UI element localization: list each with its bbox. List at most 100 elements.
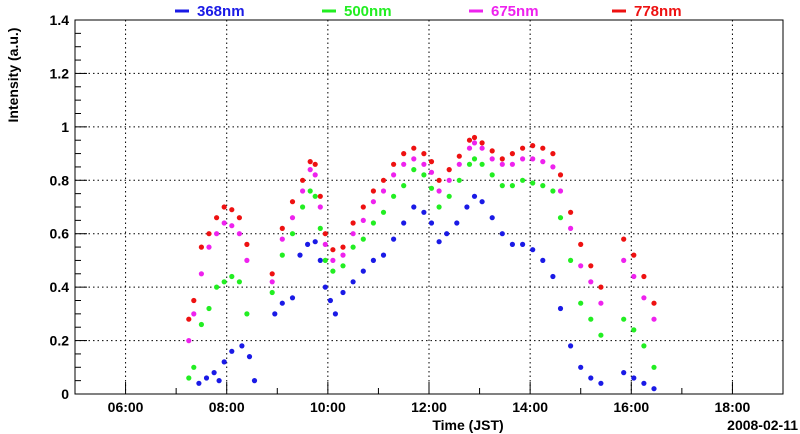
series-368nm [196,193,657,392]
x-tick-label: 08:00 [209,399,245,415]
data-point [550,164,556,170]
data-point [289,231,296,237]
data-point [631,252,637,258]
data-point [300,177,306,183]
y-tick-label: 0 [61,386,69,402]
data-point [598,380,604,386]
y-tick-label: 1.4 [50,12,70,28]
data-point [370,220,376,226]
data-point [489,215,495,221]
x-axis-title: Time (JST) [432,417,503,433]
data-point [641,295,647,301]
data-point [312,193,318,199]
data-point [191,297,197,304]
data-point [466,145,473,151]
data-point [436,239,442,245]
data-point [471,193,478,199]
data-point [411,156,417,162]
data-point [530,143,536,149]
data-point [444,231,450,237]
data-point [244,257,250,263]
data-point [279,225,285,231]
data-point [421,172,427,178]
y-tick-label: 1.2 [50,65,70,81]
x-tick-label: 10:00 [310,399,346,415]
data-point [340,252,346,258]
data-point [340,263,346,269]
data-point [411,204,417,210]
data-point [198,271,204,277]
data-point [568,209,574,215]
data-point [568,257,574,263]
data-point [479,145,485,151]
data-point [198,244,204,250]
data-point [621,316,627,322]
data-point [229,223,235,229]
data-point [550,273,556,280]
gridlines [75,20,783,394]
data-point [312,172,318,178]
data-point [330,268,336,274]
data-point [471,140,478,146]
data-point [279,252,285,258]
data-point [307,188,313,194]
data-point [350,279,356,285]
data-point [530,180,536,186]
data-point [428,220,435,226]
data-point [578,263,584,269]
data-point [509,183,515,189]
data-point [350,220,356,226]
date-label: 2008-02-11 [727,417,798,433]
data-point [391,236,397,242]
data-point [246,354,253,360]
data-point [391,172,397,178]
legend: 368nm 500nm 675nm 778nm [175,3,682,20]
data-point [578,300,584,306]
data-point [578,241,584,247]
data-point [520,241,526,247]
data-point [380,209,387,215]
data-point [520,177,526,183]
data-point [520,145,526,151]
data-point [520,156,526,162]
data-points [186,134,657,392]
data-point [621,257,627,263]
data-point [214,284,220,290]
data-point [221,279,227,285]
data-point [289,199,296,205]
data-point [330,247,336,253]
data-point [588,375,594,381]
data-point [509,161,515,167]
data-point [312,239,318,245]
y-tick-label: 0.2 [50,333,70,349]
data-point [479,140,485,146]
data-point [340,289,346,296]
data-point [401,161,407,167]
data-point [391,193,397,199]
series-500nm [186,156,657,381]
data-point [360,217,366,223]
axis-ticks [74,19,784,395]
data-point [651,364,657,370]
data-point [332,311,338,317]
data-point [279,300,285,306]
data-point [221,359,227,365]
data-point [568,343,574,349]
data-point [479,161,485,167]
data-point [540,159,546,165]
data-point [191,364,197,370]
data-point [317,257,323,263]
data-point [411,145,417,151]
data-point [221,220,227,226]
data-point [588,263,594,269]
data-point [428,159,435,165]
data-point [317,225,323,231]
y-tick-label: 0.8 [50,172,70,188]
y-axis-title: Intensity (a.u.) [5,28,21,123]
data-point [436,177,442,183]
data-point [557,172,564,178]
data-point [289,215,296,221]
data-point [191,311,197,317]
data-point [509,151,515,157]
